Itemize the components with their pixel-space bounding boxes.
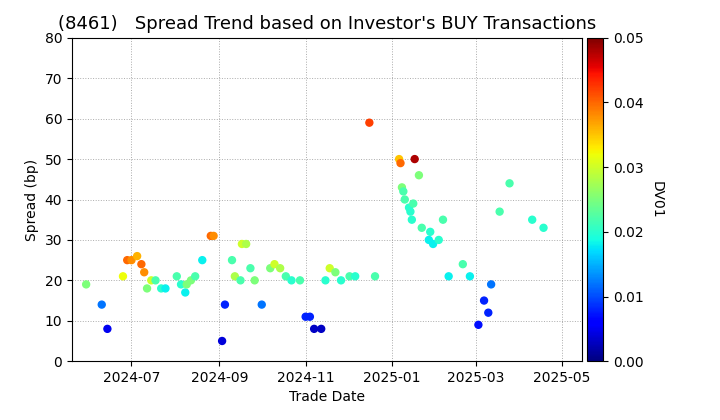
Point — [413, 172, 425, 178]
Point — [229, 273, 240, 280]
Point — [324, 265, 336, 272]
Point — [395, 160, 406, 166]
Point — [425, 228, 436, 235]
Point — [189, 273, 201, 280]
Point — [175, 281, 186, 288]
Point — [156, 285, 167, 292]
Y-axis label: Spread (bp): Spread (bp) — [25, 158, 39, 241]
Point — [102, 326, 113, 332]
Point — [464, 273, 476, 280]
Point — [433, 236, 444, 243]
Point — [336, 277, 347, 284]
Point — [126, 257, 138, 263]
Point — [286, 277, 297, 284]
Point — [472, 321, 484, 328]
Point — [399, 196, 410, 203]
Y-axis label: DV01: DV01 — [649, 181, 663, 218]
Point — [405, 208, 416, 215]
Point — [349, 273, 361, 280]
Point — [369, 273, 381, 280]
Point — [320, 277, 331, 284]
Point — [315, 326, 327, 332]
Point — [181, 281, 192, 288]
Point — [141, 285, 153, 292]
Point — [427, 241, 438, 247]
Point — [235, 277, 246, 284]
Point — [304, 313, 315, 320]
Point — [219, 301, 230, 308]
Point — [274, 265, 286, 272]
Point — [485, 281, 497, 288]
Point — [409, 156, 420, 163]
Point — [526, 216, 538, 223]
Point — [280, 273, 292, 280]
Point — [396, 184, 408, 191]
Point — [482, 309, 494, 316]
Point — [393, 156, 405, 163]
Point — [494, 208, 505, 215]
Point — [160, 285, 171, 292]
Point — [330, 269, 341, 276]
Point — [135, 261, 147, 268]
Point — [171, 273, 183, 280]
Point — [397, 188, 409, 195]
Point — [216, 338, 228, 344]
Title: (8461)   Spread Trend based on Investor's BUY Transactions: (8461) Spread Trend based on Investor's … — [58, 16, 596, 34]
Point — [96, 301, 107, 308]
Point — [208, 233, 220, 239]
Point — [423, 236, 435, 243]
Point — [264, 265, 276, 272]
Point — [117, 273, 129, 280]
Point — [269, 261, 280, 268]
Point — [300, 313, 311, 320]
X-axis label: Trade Date: Trade Date — [289, 391, 365, 404]
Point — [81, 281, 92, 288]
Point — [478, 297, 490, 304]
Point — [256, 301, 268, 308]
Point — [343, 273, 355, 280]
Point — [197, 257, 208, 263]
Point — [406, 216, 418, 223]
Point — [364, 119, 375, 126]
Point — [457, 261, 469, 268]
Point — [185, 277, 197, 284]
Point — [138, 269, 150, 276]
Point — [150, 277, 161, 284]
Point — [437, 216, 449, 223]
Point — [443, 273, 454, 280]
Point — [538, 224, 549, 231]
Point — [245, 265, 256, 272]
Point — [240, 241, 252, 247]
Point — [504, 180, 516, 186]
Point — [308, 326, 320, 332]
Point — [205, 233, 217, 239]
Point — [236, 241, 248, 247]
Point — [408, 200, 419, 207]
Point — [416, 224, 428, 231]
Point — [179, 289, 191, 296]
Point — [122, 257, 133, 263]
Point — [226, 257, 238, 263]
Point — [131, 253, 143, 260]
Point — [249, 277, 261, 284]
Point — [145, 277, 157, 284]
Point — [403, 204, 415, 211]
Point — [294, 277, 306, 284]
